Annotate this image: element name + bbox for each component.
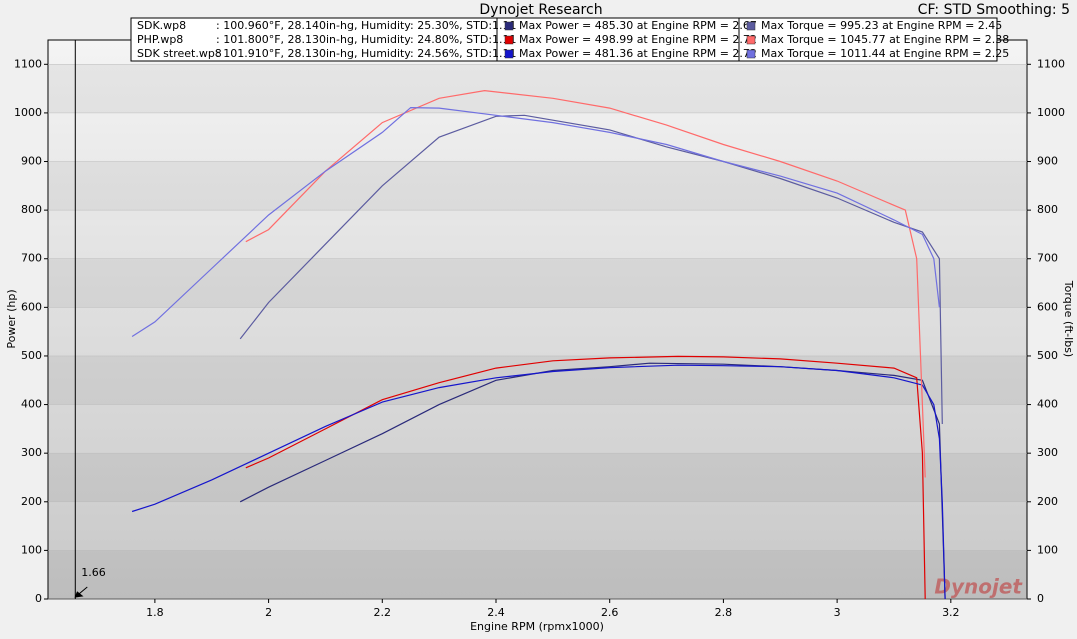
- y-tick-label: 1100: [14, 57, 42, 70]
- x-tick-label: 2.6: [601, 606, 619, 619]
- x-tick-label: 1.8: [146, 606, 164, 619]
- y-tick-label: 100: [21, 543, 42, 556]
- y2-tick-label: 1100: [1037, 57, 1065, 70]
- legend-file: PHP.wp8: [137, 33, 183, 46]
- y-tick-label: 0: [35, 592, 42, 605]
- legend-entry: Max Power = 481.36 at Engine RPM = 2.72: [519, 47, 757, 60]
- legend-swatch: [504, 21, 514, 31]
- legend-entry: Max Power = 485.30 at Engine RPM = 2.67: [519, 19, 757, 32]
- band: [49, 258, 1026, 308]
- band: [49, 355, 1026, 405]
- x-tick-label: 2: [265, 606, 272, 619]
- x-tick-label: 2.2: [374, 606, 392, 619]
- series-line: [239, 362, 946, 600]
- legend-file: SDK.wp8: [137, 19, 186, 32]
- y2-tick-label: 100: [1037, 543, 1058, 556]
- legend-conditions: : 100.960°F, 28.140in-hg, Humidity: 25.3…: [216, 19, 517, 32]
- y-tick-label: 300: [21, 446, 42, 459]
- y2-tick-label: 900: [1037, 155, 1058, 168]
- band: [49, 64, 1026, 113]
- y-tick-label: 1000: [14, 106, 42, 119]
- chart-title: Dynojet Research: [479, 2, 602, 18]
- series-line: [131, 364, 946, 600]
- y2-tick-label: 0: [1037, 592, 1044, 605]
- chart-subtitle: CF: STD Smoothing: 5: [918, 2, 1070, 18]
- legend-swatch: [504, 35, 514, 45]
- y-tick-label: 600: [21, 300, 42, 313]
- y-tick-label: 700: [21, 252, 42, 265]
- y2-tick-label: 500: [1037, 349, 1058, 362]
- y-tick-label: 900: [21, 155, 42, 168]
- legend-swatch: [746, 21, 756, 31]
- y2-tick-label: 1000: [1037, 106, 1065, 119]
- legend-conditions: : 101.910°F, 28.130in-hg, Humidity: 24.5…: [216, 47, 517, 60]
- y-tick-label: 200: [21, 495, 42, 508]
- y2-axis-label: Torque (ft-lbs): [1062, 280, 1075, 357]
- plot-area: [47, 39, 1028, 600]
- cursor-label: 1.66: [81, 566, 106, 579]
- y-tick-label: 800: [21, 203, 42, 216]
- y-axis-label: Power (hp): [5, 289, 18, 348]
- y2-tick-label: 700: [1037, 252, 1058, 265]
- legend-entry: Max Torque = 1045.77 at Engine RPM = 2.3…: [761, 33, 1009, 46]
- legend-entry: Max Torque = 995.23 at Engine RPM = 2.45: [761, 19, 1002, 32]
- band: [49, 453, 1026, 502]
- cursor-arrow: [74, 586, 88, 598]
- legend-entry: Max Torque = 1011.44 at Engine RPM = 2.2…: [761, 47, 1009, 60]
- y-tick-label: 500: [21, 349, 42, 362]
- x-tick-label: 2.4: [487, 606, 505, 619]
- series-line: [131, 106, 940, 338]
- legend-swatch: [746, 35, 756, 45]
- legend: [130, 17, 998, 62]
- x-axis-label: Engine RPM (rpmx1000): [470, 620, 604, 633]
- legend-conditions: : 101.800°F, 28.130in-hg, Humidity: 24.8…: [216, 33, 517, 46]
- band: [49, 161, 1026, 211]
- y2-tick-label: 800: [1037, 203, 1058, 216]
- x-tick-label: 3: [834, 606, 841, 619]
- y2-tick-label: 200: [1037, 495, 1058, 508]
- series-line: [245, 89, 926, 478]
- legend-swatch: [746, 49, 756, 59]
- y2-tick-label: 400: [1037, 398, 1058, 411]
- band: [49, 550, 1026, 599]
- y2-tick-label: 300: [1037, 446, 1058, 459]
- watermark: Dynojet: [934, 575, 1023, 599]
- x-tick-label: 2.8: [715, 606, 733, 619]
- legend-entry: Max Power = 498.99 at Engine RPM = 2.72: [519, 33, 757, 46]
- y2-tick-label: 600: [1037, 300, 1058, 313]
- legend-swatch: [504, 49, 514, 59]
- x-tick-label: 3.2: [942, 606, 960, 619]
- y-tick-label: 400: [21, 398, 42, 411]
- legend-file: SDK street.wp8: [137, 47, 222, 60]
- series-line: [239, 114, 943, 425]
